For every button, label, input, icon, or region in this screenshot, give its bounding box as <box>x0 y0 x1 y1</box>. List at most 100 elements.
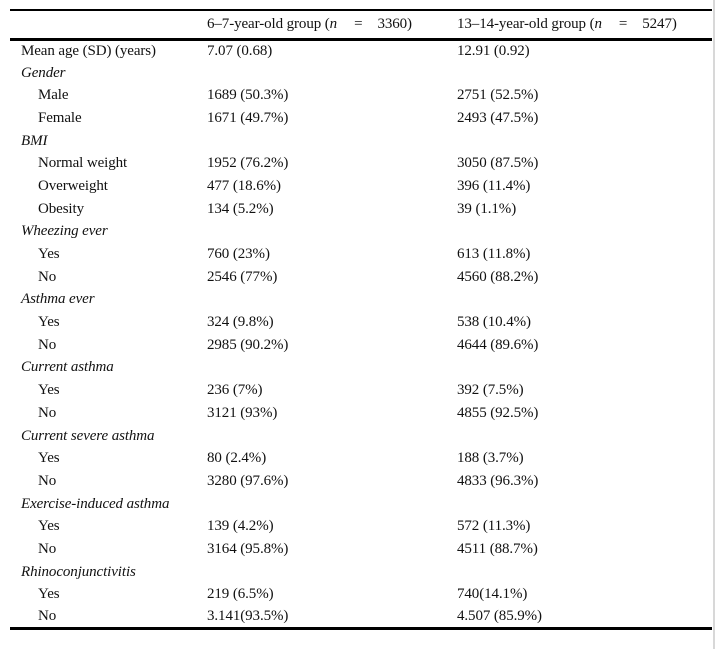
cell-group2-value: 392 (7.5%) <box>457 382 524 399</box>
cell-group1-value: 324 (9.8%) <box>207 314 274 331</box>
cell-group1-value <box>207 130 457 153</box>
cell-group1-value: 3.141(93.5%) <box>207 608 289 625</box>
row-label: Yes <box>38 246 60 263</box>
cell-group1-value: 2546 (77%) <box>207 268 278 285</box>
row-label: No <box>38 404 57 421</box>
table-body: Mean age (SD) (years) 7.07 (0.68) 12.91 (0… <box>10 39 712 629</box>
cell-group1-value: 2985 (90.2%) <box>207 336 289 353</box>
row-label: No <box>38 336 57 353</box>
header-empty-cell <box>10 10 207 39</box>
cell-group1-value: 219 (6.5%) <box>207 586 274 603</box>
table-section-row: Current asthma <box>10 357 712 380</box>
row-label: Mean age (SD) (years) <box>21 42 156 59</box>
cell-group2-value: 4833 (96.3%) <box>457 472 539 489</box>
header-group2-equals-sign: = <box>618 15 628 32</box>
cell-group2-value: 2751 (52.5%) <box>457 87 539 104</box>
table-section-row: Wheezing ever <box>10 221 712 244</box>
row-label: Asthma ever <box>21 291 95 308</box>
table-row: Yes 80 (2.4%) 188 (3.7%) <box>10 447 712 470</box>
cell-group1-value: 3121 (93%) <box>207 404 278 421</box>
cell-group1-value <box>207 221 457 244</box>
header-group1-equals-sign: = <box>354 15 363 32</box>
row-label: Gender <box>21 64 66 81</box>
row-label: Overweight <box>38 177 108 194</box>
table-row: Yes 760 (23%) 613 (11.8%) <box>10 243 712 266</box>
table-row: No 3280 (97.6%) 4833 (96.3%) <box>10 470 712 493</box>
table-row: No 3164 (95.8%) 4511 (88.7%) <box>10 538 712 561</box>
scan-edge-line <box>713 0 715 649</box>
table-row: No 3121 (93%) 4855 (92.5%) <box>10 402 712 425</box>
cell-group2-value: 4.507 (85.9%) <box>457 608 542 625</box>
cell-group2-value: 12.91 (0.92) <box>457 42 530 59</box>
table-header-row: 6–7-year-old group (n = 3360) 13–14-year-o… <box>10 10 712 39</box>
cell-group1-value: 236 (7%) <box>207 382 263 399</box>
cell-group1-value: 1671 (49.7%) <box>207 109 289 126</box>
header-group2-prefix: 13–14-year-old group ( <box>457 15 595 32</box>
header-group1-n-symbol: n <box>329 15 338 32</box>
cell-group1-value: 477 (18.6%) <box>207 177 281 194</box>
cell-group1-value: 3280 (97.6%) <box>207 472 289 489</box>
header-group2-n-symbol: n <box>594 15 602 32</box>
row-label: Current asthma <box>21 359 114 376</box>
cell-group1-value: 7.07 (0.68) <box>207 42 273 59</box>
table-row: Normal weight 1952 (76.2%) 3050 (87.5%) <box>10 152 712 175</box>
demographics-table: 6–7-year-old group (n = 3360) 13–14-year-o… <box>10 9 712 631</box>
row-label: Rhinoconjunctivitis <box>21 563 136 580</box>
cell-group2-value: 538 (10.4%) <box>457 314 531 331</box>
row-label: Obesity <box>38 200 84 217</box>
row-label: Current severe asthma <box>21 427 155 444</box>
cell-group1-value <box>207 357 457 380</box>
cell-group1-value <box>207 493 457 516</box>
cell-group2-value: 4644 (89.6%) <box>457 336 539 353</box>
cell-group2-value: 4560 (88.2%) <box>457 268 539 285</box>
cell-group1-value <box>207 425 457 448</box>
cell-group1-value: 1689 (50.3%) <box>207 87 289 104</box>
table-section-row: BMI <box>10 130 712 153</box>
cell-group1-value: 760 (23%) <box>207 246 270 263</box>
table-row: Obesity 134 (5.2%) 39 (1.1%) <box>10 198 712 221</box>
cell-group1-value: 1952 (76.2%) <box>207 155 289 172</box>
table-row: Yes 139 (4.2%) 572 (11.3%) <box>10 515 712 538</box>
header-group1-cell: 6–7-year-old group (n = 3360) <box>207 10 457 39</box>
table-row: No 2546 (77%) 4560 (88.2%) <box>10 266 712 289</box>
cell-group1-value <box>207 62 457 85</box>
cell-group2-value <box>457 561 712 584</box>
table-section-row: Exercise-induced asthma <box>10 493 712 516</box>
cell-group1-value: 134 (5.2%) <box>207 200 274 217</box>
row-label: Male <box>38 87 69 104</box>
row-label: Normal weight <box>38 155 128 172</box>
row-label: Yes <box>38 518 60 535</box>
row-label: Exercise-induced asthma <box>21 495 170 512</box>
cell-group2-value <box>457 357 712 380</box>
cell-group2-value: 4855 (92.5%) <box>457 404 539 421</box>
cell-group2-value: 572 (11.3%) <box>457 518 531 535</box>
row-label: No <box>38 268 57 285</box>
cell-group2-value: 740(14.1%) <box>457 586 528 603</box>
row-label: Yes <box>38 314 60 331</box>
row-label: No <box>38 608 57 625</box>
row-label: Wheezing ever <box>21 223 108 240</box>
cell-group1-value: 80 (2.4%) <box>207 450 267 467</box>
cell-group2-value: 39 (1.1%) <box>457 200 517 217</box>
table-row: Yes 219 (6.5%) 740(14.1%) <box>10 584 712 607</box>
table-row: No 2985 (90.2%) 4644 (89.6%) <box>10 334 712 357</box>
cell-group2-value: 3050 (87.5%) <box>457 155 539 172</box>
cell-group1-value: 3164 (95.8%) <box>207 540 289 557</box>
cell-group1-value <box>207 561 457 584</box>
cell-group2-value <box>457 425 712 448</box>
table-row: Yes 324 (9.8%) 538 (10.4%) <box>10 311 712 334</box>
cell-group1-value <box>207 289 457 312</box>
cell-group2-value: 188 (3.7%) <box>457 450 524 467</box>
table-section-row: Asthma ever <box>10 289 712 312</box>
table-section-row: Gender <box>10 62 712 85</box>
table-section-row: Rhinoconjunctivitis <box>10 561 712 584</box>
cell-group2-value: 613 (11.8%) <box>457 246 531 263</box>
cell-group1-value: 139 (4.2%) <box>207 518 274 535</box>
table-row: Mean age (SD) (years) 7.07 (0.68) 12.91 (0… <box>10 39 712 62</box>
table-row: Yes 236 (7%) 392 (7.5%) <box>10 379 712 402</box>
cell-group2-value <box>457 221 712 244</box>
cell-group2-value <box>457 493 712 516</box>
cell-group2-value: 4511 (88.7%) <box>457 540 538 557</box>
row-label: Female <box>38 109 82 126</box>
